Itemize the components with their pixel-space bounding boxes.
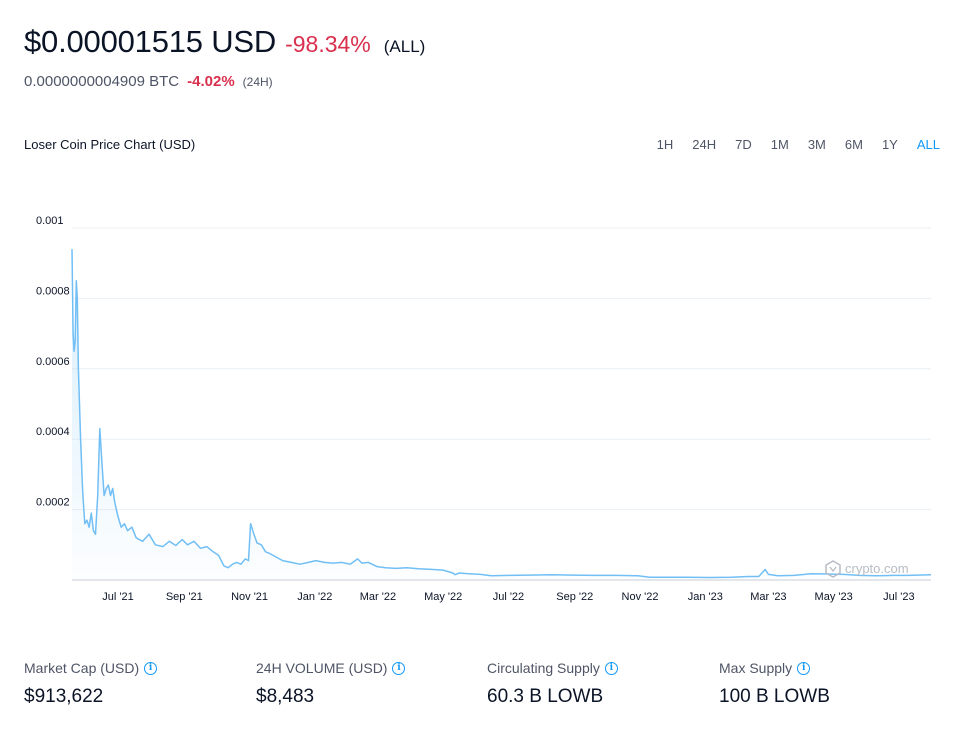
price-line <box>71 249 932 579</box>
x-axis-ticks: Jul '21 Sep '21 Nov '21 Jan '22 Mar '22 May '… <box>102 591 914 603</box>
x-tick-label: Jan '23 <box>688 591 723 603</box>
x-tick-label: Nov '22 <box>622 591 659 603</box>
info-icon[interactable]: i <box>144 661 158 675</box>
stat-value: 100 B LOWB <box>719 686 830 707</box>
stat-max-supply: Max Supply i 100 B LOWB <box>719 660 830 708</box>
stat-value: $913,622 <box>24 686 104 707</box>
price-change-period: (ALL) <box>383 37 426 56</box>
y-tick-label: 0.001 <box>36 215 64 227</box>
x-tick-label: Mar '22 <box>360 591 396 603</box>
info-icon[interactable]: i <box>797 661 811 675</box>
price-btc: 0.0000000004909 BTC <box>24 73 180 90</box>
x-tick-label: May '22 <box>424 591 462 603</box>
x-tick-label: May '23 <box>815 591 853 603</box>
y-tick-label: 0.0008 <box>36 285 70 297</box>
stat-label-text: Circulating Supply <box>487 660 600 676</box>
chart-grid: 0.0002 0.0004 0.0006 0.0008 0.001 <box>36 215 931 581</box>
range-tab-6m[interactable]: 6M <box>844 137 863 152</box>
x-tick-label: Sep '22 <box>556 591 593 603</box>
x-tick-label: Sep '21 <box>166 591 203 603</box>
stat-24h-volume: 24H VOLUME (USD) i $8,483 <box>256 660 406 708</box>
range-tab-1m[interactable]: 1M <box>770 137 789 152</box>
crypto-com-logo-icon <box>825 560 841 578</box>
stat-label: 24H VOLUME (USD) i <box>256 660 406 676</box>
range-tab-all[interactable]: ALL <box>916 137 940 152</box>
price-change-all: -98.34% <box>285 31 371 57</box>
stat-market-cap: Market Cap (USD) i $913,622 <box>24 660 158 708</box>
range-tab-7d[interactable]: 7D <box>735 137 752 152</box>
info-icon[interactable]: i <box>604 661 618 675</box>
y-tick-label: 0.0004 <box>36 426 70 438</box>
range-tab-1h[interactable]: 1H <box>656 137 674 152</box>
price-area <box>72 249 931 580</box>
stat-label-text: Max Supply <box>719 660 793 676</box>
price-header: $0.00001515 USD -98.34% (ALL) <box>24 24 425 60</box>
x-tick-label: Jan '22 <box>297 591 332 603</box>
btc-change-24h: -4.02% <box>187 73 235 90</box>
stat-label-text: 24H VOLUME (USD) <box>256 660 388 676</box>
x-tick-label: Jul '23 <box>883 591 914 603</box>
x-tick-label: Mar '23 <box>750 591 786 603</box>
stat-value: 60.3 B LOWB <box>487 686 604 707</box>
stat-value: $8,483 <box>256 686 315 707</box>
stat-label-text: Market Cap (USD) <box>24 660 140 676</box>
price-btc-row: 0.0000000004909 BTC -4.02% (24H) <box>24 73 273 90</box>
stat-circulating-supply: Circulating Supply i 60.3 B LOWB <box>487 660 618 708</box>
y-tick-label: 0.0002 <box>36 497 70 509</box>
range-tabs: 1H 24H 7D 1M 3M 6M 1Y ALL <box>638 137 940 152</box>
range-tab-1y[interactable]: 1Y <box>881 137 898 152</box>
stat-label: Circulating Supply i <box>487 660 618 676</box>
info-icon[interactable]: i <box>392 661 406 675</box>
stat-label: Market Cap (USD) i <box>24 660 158 676</box>
stat-label: Max Supply i <box>719 660 830 676</box>
btc-change-period: (24H) <box>242 75 273 89</box>
crypto-com-watermark: crypto.com <box>825 560 909 578</box>
price-chart[interactable]: 0.0002 0.0004 0.0006 0.0008 0.001 Jul '21 Sep… <box>0 0 964 620</box>
y-tick-label: 0.0006 <box>36 356 70 368</box>
watermark-text: crypto.com <box>845 561 909 576</box>
chart-title: Loser Coin Price Chart (USD) <box>24 137 196 152</box>
x-tick-label: Jul '21 <box>102 591 133 603</box>
range-tab-3m[interactable]: 3M <box>807 137 826 152</box>
range-tab-24h[interactable]: 24H <box>692 137 717 152</box>
x-tick-label: Nov '21 <box>231 591 268 603</box>
chart-series <box>71 249 932 580</box>
price-usd: $0.00001515 USD <box>24 24 277 59</box>
x-tick-label: Jul '22 <box>493 591 524 603</box>
